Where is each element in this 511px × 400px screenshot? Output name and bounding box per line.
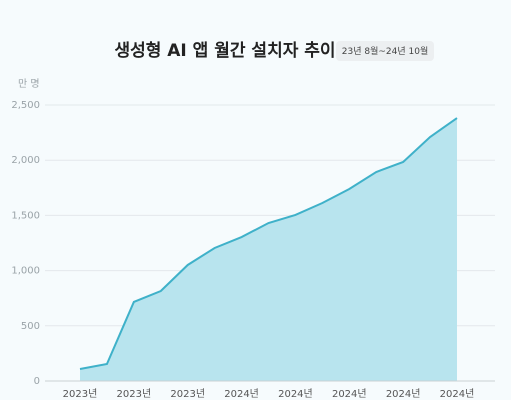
x-tick-label: 2024년: [332, 388, 367, 400]
y-tick-label: 1,000: [11, 266, 40, 277]
y-tick-label: 500: [21, 321, 40, 332]
x-tick-label: 2024년: [440, 388, 475, 400]
x-tick-label: 2023년: [63, 388, 98, 400]
y-axis-label: 만 명: [18, 78, 40, 90]
x-tick-label: 2023년: [170, 388, 205, 400]
subtitle-badge: [336, 41, 434, 61]
y-tick-label: 2,500: [11, 100, 40, 111]
y-tick-label: 0: [34, 376, 40, 387]
x-tick-label: 2024년: [278, 388, 313, 400]
subtitle: 23년 8월~24년 10월: [342, 45, 428, 57]
x-tick-label: 2024년: [386, 388, 421, 400]
area: [80, 118, 457, 382]
chart-title: 생성형 AI 앱 월간 설치자 추이: [114, 40, 335, 61]
y-tick-label: 2,000: [11, 155, 40, 166]
line: [79, 117, 458, 370]
x-tick-label: 2024년: [224, 388, 259, 400]
y-tick-label: 1,500: [11, 210, 40, 221]
x-tick-label: 2023년: [117, 388, 152, 400]
